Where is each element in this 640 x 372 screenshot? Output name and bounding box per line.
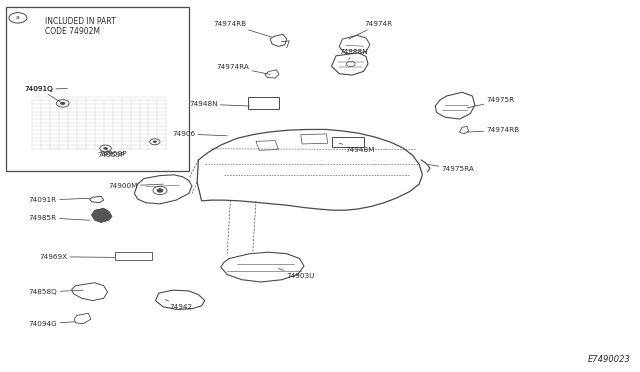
Polygon shape [435, 92, 475, 119]
Polygon shape [74, 313, 91, 324]
Text: 74974RA: 74974RA [217, 64, 270, 74]
Text: 74888N: 74888N [339, 49, 368, 60]
Text: E7490023: E7490023 [588, 355, 630, 364]
Text: 74900M: 74900M [108, 183, 163, 189]
Polygon shape [339, 35, 370, 55]
Text: 74906: 74906 [172, 131, 227, 137]
Text: 74942: 74942 [165, 299, 193, 310]
Text: a: a [16, 15, 20, 20]
Polygon shape [332, 53, 368, 75]
Text: 74091Q: 74091Q [24, 86, 67, 92]
Text: 74858Q: 74858Q [29, 289, 83, 295]
Polygon shape [197, 129, 422, 210]
Text: 74975RA: 74975RA [428, 164, 474, 172]
Polygon shape [265, 70, 279, 78]
Text: 74959P: 74959P [99, 149, 127, 157]
Circle shape [157, 189, 163, 192]
Polygon shape [256, 141, 278, 150]
Circle shape [153, 141, 157, 143]
Text: 74974R: 74974R [349, 21, 393, 39]
Text: 74985R: 74985R [29, 215, 90, 221]
Text: 74903U: 74903U [278, 269, 315, 279]
Text: 74948M: 74948M [339, 143, 375, 153]
Bar [332, 137, 364, 147]
Text: 74974RB: 74974RB [213, 21, 272, 37]
Text: 74948N: 74948N [189, 101, 250, 107]
Text: 74959P: 74959P [97, 148, 125, 158]
Polygon shape [270, 34, 287, 46]
Text: 74975R: 74975R [467, 97, 515, 108]
Polygon shape [460, 126, 468, 134]
Polygon shape [92, 208, 112, 222]
Circle shape [60, 102, 65, 105]
Polygon shape [134, 175, 192, 204]
Text: INCLUDED IN PART
CODE 74902M: INCLUDED IN PART CODE 74902M [45, 17, 116, 36]
Polygon shape [221, 252, 304, 282]
Bar [115, 252, 152, 260]
Polygon shape [156, 290, 205, 310]
Bar [248, 97, 279, 109]
Bar [6, 7, 189, 171]
Text: 74969X: 74969X [39, 254, 115, 260]
Polygon shape [301, 134, 328, 144]
Circle shape [103, 147, 108, 150]
Text: 74094G: 74094G [29, 321, 76, 327]
Text: 74091Q: 74091Q [24, 86, 63, 103]
Polygon shape [31, 100, 163, 150]
Text: 74974RB: 74974RB [467, 127, 520, 133]
Polygon shape [72, 283, 108, 301]
Text: 74091R: 74091R [29, 197, 90, 203]
